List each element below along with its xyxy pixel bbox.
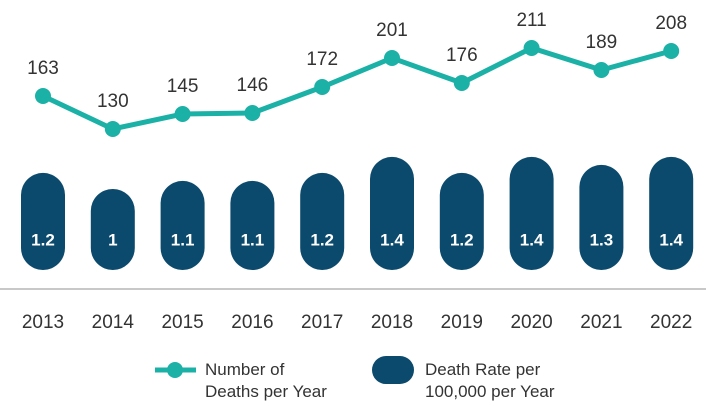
- point-label: 163: [27, 58, 59, 79]
- point: [593, 62, 610, 78]
- point: [35, 88, 51, 104]
- bar-label: 1.1: [241, 230, 265, 249]
- point-label: 145: [167, 76, 199, 97]
- point-label: 189: [586, 32, 618, 53]
- bar-label: 1.4: [380, 230, 404, 249]
- point: [453, 75, 470, 91]
- point: [104, 121, 121, 137]
- legend-point: [167, 362, 183, 378]
- bar-label: 1.1: [171, 230, 195, 249]
- legend-label: Death Rate per 100,000 per Year: [425, 360, 555, 401]
- point-label: 211: [516, 10, 546, 31]
- point-label: 172: [306, 49, 338, 70]
- bar: [370, 156, 414, 270]
- point-label: 176: [446, 45, 478, 66]
- point: [244, 105, 261, 121]
- bar-label: 1.4: [659, 230, 683, 249]
- bar: [649, 156, 694, 270]
- bar-label: 1.2: [31, 230, 55, 249]
- bar-label: 1.2: [450, 230, 474, 249]
- x-tick-label: 2018: [371, 312, 413, 333]
- point-label: 130: [97, 91, 129, 112]
- x-tick-label: 2019: [441, 312, 483, 333]
- x-tick-label: 2013: [22, 312, 64, 333]
- point: [384, 50, 400, 66]
- x-tick-label: 2017: [301, 312, 343, 333]
- bar: [439, 172, 484, 270]
- bar: [300, 172, 345, 270]
- x-tick-label: 2020: [510, 312, 552, 333]
- point: [174, 106, 191, 122]
- bar: [509, 156, 554, 270]
- point-label: 201: [376, 20, 408, 41]
- point: [523, 40, 540, 56]
- point: [663, 43, 680, 59]
- x-tick-label: 2014: [92, 312, 135, 333]
- x-tick-label: 2021: [580, 312, 622, 333]
- bar: [579, 164, 624, 270]
- x-tick-label: 2015: [161, 312, 203, 333]
- bar: [230, 180, 275, 270]
- point-label: 208: [655, 13, 687, 34]
- bar-label: 1.3: [590, 230, 614, 249]
- point: [314, 79, 331, 95]
- bar-label: 1.2: [310, 230, 334, 249]
- point-label: 146: [237, 75, 269, 96]
- legend-label: Number of Deaths per Year: [205, 360, 327, 401]
- bar: [21, 172, 65, 270]
- bar: [90, 188, 135, 270]
- legend-bar: [372, 356, 414, 384]
- x-tick-label: 2016: [231, 312, 273, 333]
- x-tick-label: 2022: [650, 312, 692, 333]
- bar-label: 1.4: [520, 230, 544, 249]
- line: [41, 45, 672, 132]
- bar-label: 1: [108, 230, 117, 249]
- bar: [160, 180, 205, 270]
